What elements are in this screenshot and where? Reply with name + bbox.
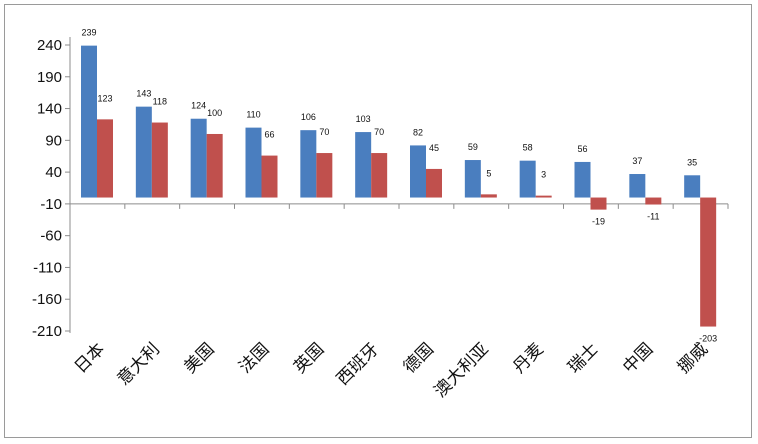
data-label: 70 bbox=[319, 127, 329, 137]
axes: 240 190 140 90 40 -10 -60 -110 -160 -210 bbox=[32, 37, 729, 340]
y-tick-label: 90 bbox=[45, 132, 62, 149]
bar bbox=[684, 175, 701, 198]
y-tick-label: -110 bbox=[33, 259, 62, 276]
data-label: 124 bbox=[191, 101, 206, 111]
bar bbox=[151, 122, 168, 198]
category-label: 日本 bbox=[71, 339, 109, 377]
data-label: 59 bbox=[468, 142, 478, 152]
data-label: 37 bbox=[632, 156, 642, 166]
data-label: -203 bbox=[699, 334, 717, 344]
data-label: 106 bbox=[301, 112, 316, 122]
category-label: 中国 bbox=[619, 339, 657, 377]
bar bbox=[261, 155, 278, 198]
bar bbox=[81, 45, 97, 198]
category-label: 挪威 bbox=[674, 339, 712, 377]
bar bbox=[97, 119, 113, 198]
bar bbox=[190, 118, 207, 198]
chart-frame bbox=[4, 4, 752, 438]
bars bbox=[81, 45, 717, 327]
category-label: 意大利 bbox=[114, 339, 164, 389]
y-tick-label: -210 bbox=[32, 323, 62, 340]
bar bbox=[519, 160, 536, 198]
data-label: 58 bbox=[523, 143, 533, 153]
bar bbox=[300, 130, 317, 198]
category-label: 澳大利亚 bbox=[431, 339, 493, 401]
y-tick-label: -60 bbox=[40, 228, 62, 245]
y-tick-label: 140 bbox=[37, 101, 62, 118]
bar bbox=[245, 127, 262, 198]
category-label: 丹麦 bbox=[509, 339, 547, 377]
data-label: 56 bbox=[577, 144, 587, 154]
data-label: 45 bbox=[429, 143, 439, 153]
bar bbox=[410, 145, 426, 198]
data-label: 82 bbox=[413, 127, 423, 137]
y-tick-label: 240 bbox=[37, 37, 62, 54]
bar bbox=[590, 197, 607, 210]
data-label: 5 bbox=[486, 168, 491, 178]
bar bbox=[316, 153, 333, 198]
bar bbox=[629, 174, 646, 198]
category-label: 法国 bbox=[235, 339, 273, 377]
data-label: 35 bbox=[687, 157, 697, 167]
bar bbox=[464, 160, 481, 198]
data-label: 3 bbox=[541, 170, 546, 180]
bar bbox=[426, 168, 442, 198]
bar bbox=[206, 133, 223, 198]
data-label: -11 bbox=[647, 212, 659, 222]
category-label: 瑞士 bbox=[564, 339, 602, 377]
category-label: 英国 bbox=[290, 339, 328, 377]
bar bbox=[700, 197, 717, 327]
data-label: 103 bbox=[356, 114, 371, 124]
category-label: 美国 bbox=[180, 339, 218, 377]
bar bbox=[355, 132, 372, 198]
data-label: 143 bbox=[136, 89, 151, 99]
category-label: 西班牙 bbox=[333, 339, 383, 389]
y-tick-label: -160 bbox=[32, 291, 62, 308]
bar bbox=[574, 161, 591, 198]
bar bbox=[645, 197, 662, 205]
y-tick-label: -10 bbox=[40, 196, 62, 213]
data-label: 110 bbox=[246, 110, 260, 120]
data-label: 118 bbox=[153, 97, 167, 107]
data-label: 70 bbox=[374, 127, 384, 137]
data-label: -19 bbox=[592, 217, 605, 227]
bar bbox=[480, 194, 497, 198]
y-tick-label: 190 bbox=[37, 69, 62, 86]
bar bbox=[535, 195, 552, 198]
data-label: 239 bbox=[81, 28, 96, 38]
bar bbox=[371, 153, 388, 198]
data-label: 123 bbox=[97, 93, 112, 103]
data-label: 100 bbox=[207, 108, 222, 118]
bar bbox=[135, 106, 152, 198]
category-label: 德国 bbox=[400, 339, 438, 377]
data-label: 66 bbox=[264, 130, 274, 140]
y-tick-label: 40 bbox=[45, 164, 62, 181]
